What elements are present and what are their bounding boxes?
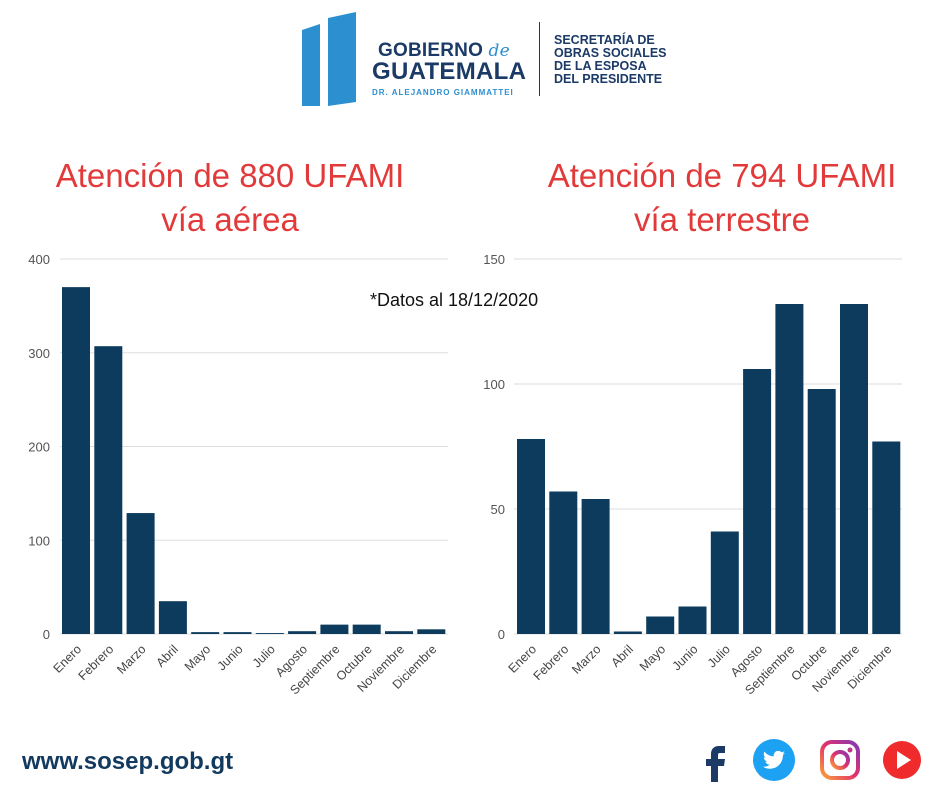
gov-name-line2: GUATEMALA bbox=[372, 58, 527, 85]
x-tick-label: Marzo bbox=[569, 642, 603, 676]
bar bbox=[840, 304, 868, 634]
y-tick-label: 0 bbox=[498, 627, 505, 642]
x-tick-label: Febrero bbox=[531, 642, 572, 683]
bar bbox=[191, 632, 220, 634]
bar bbox=[807, 389, 836, 634]
y-tick-label: 50 bbox=[491, 502, 505, 517]
header-logo: GOBIERNO de GUATEMALA DR. ALEJANDRO GIAM… bbox=[300, 10, 700, 110]
bar bbox=[581, 499, 610, 634]
youtube-icon[interactable] bbox=[880, 738, 924, 782]
data-date-note: *Datos al 18/12/2020 bbox=[370, 290, 539, 310]
x-tick-label: Junio bbox=[670, 642, 701, 673]
bar bbox=[517, 439, 545, 634]
y-tick-label: 100 bbox=[483, 377, 505, 392]
secretaria-name: SECRETARÍA DE OBRAS SOCIALES DE LA ESPOS… bbox=[554, 33, 667, 86]
twitter-icon[interactable] bbox=[752, 738, 796, 782]
chart-title-terrestre: Atención de 794 UFAMI vía terrestre bbox=[547, 157, 897, 238]
guatemala-emblem-icon bbox=[302, 12, 356, 106]
bar bbox=[678, 606, 707, 634]
bar bbox=[94, 346, 123, 634]
chart-title-aerea: Atención de 880 UFAMI vía aérea bbox=[55, 157, 405, 238]
x-tick-label: Mayo bbox=[637, 642, 669, 674]
header-divider bbox=[539, 22, 540, 96]
bar bbox=[743, 369, 772, 634]
y-tick-label: 0 bbox=[43, 627, 50, 642]
bar bbox=[385, 631, 413, 634]
bar bbox=[223, 632, 252, 634]
facebook-icon[interactable] bbox=[694, 738, 738, 782]
bar bbox=[352, 624, 381, 634]
gov-name-line1: GOBIERNO de bbox=[378, 40, 510, 61]
y-tick-label: 200 bbox=[28, 440, 50, 455]
bar bbox=[549, 491, 578, 634]
website-link[interactable]: www.sosep.gob.gt bbox=[22, 748, 234, 775]
y-tick-label: 300 bbox=[28, 346, 50, 361]
bar bbox=[126, 513, 155, 634]
x-tick-label: Abril bbox=[608, 642, 636, 670]
bar bbox=[417, 629, 446, 634]
bar bbox=[158, 601, 187, 634]
bar bbox=[613, 631, 642, 634]
bar bbox=[872, 441, 901, 634]
bar bbox=[320, 624, 349, 634]
y-tick-label: 100 bbox=[28, 533, 50, 548]
x-tick-label: Julio bbox=[705, 642, 733, 670]
bar bbox=[775, 304, 804, 634]
bar bbox=[710, 531, 739, 634]
bar bbox=[62, 287, 90, 634]
gov-president-line: DR. ALEJANDRO GIAMMATTEI bbox=[372, 88, 514, 97]
y-tick-label: 400 bbox=[28, 252, 50, 267]
instagram-icon[interactable] bbox=[818, 738, 862, 782]
bar bbox=[646, 616, 675, 634]
y-tick-label: 150 bbox=[483, 252, 505, 267]
bar bbox=[255, 633, 284, 634]
bar bbox=[288, 631, 317, 634]
